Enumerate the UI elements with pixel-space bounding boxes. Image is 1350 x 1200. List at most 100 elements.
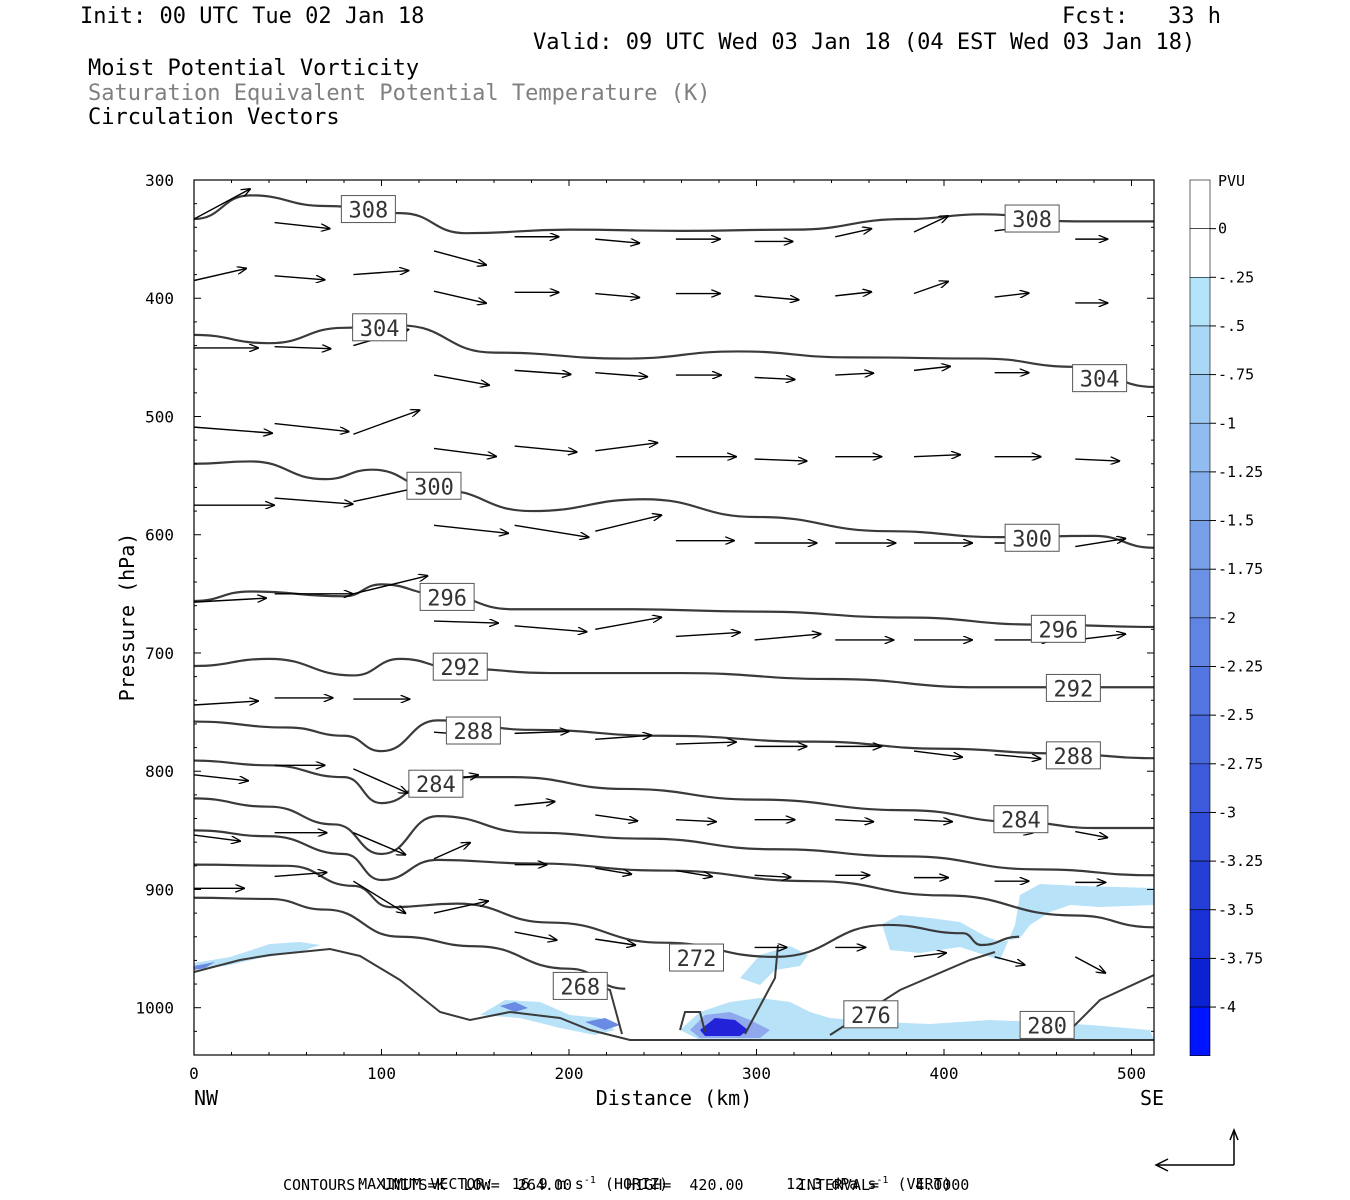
isentrope-276 bbox=[194, 829, 1154, 929]
contour-label-box bbox=[1004, 523, 1060, 552]
contour-label-304: 304 bbox=[360, 317, 400, 342]
contour-segment-3 bbox=[679, 1011, 706, 1033]
isentrope-272 bbox=[194, 863, 1020, 958]
circulation-vector bbox=[913, 366, 950, 370]
pv-shade-se-upper bbox=[882, 884, 1154, 960]
colorbar-level-label: -.5 bbox=[1218, 317, 1245, 335]
colorbar-swatch bbox=[1189, 228, 1211, 278]
contour-label-300: 300 bbox=[414, 475, 454, 500]
circulation-vector bbox=[913, 455, 960, 457]
circulation-vector bbox=[353, 576, 427, 595]
circulation-vector bbox=[675, 869, 712, 877]
circulation-vector bbox=[433, 447, 496, 456]
colorbar-swatch bbox=[1189, 568, 1211, 619]
colorbar-swatch bbox=[1189, 422, 1211, 473]
circulation-vector bbox=[754, 634, 821, 641]
circulation-vector bbox=[274, 347, 331, 349]
contour-label-box bbox=[432, 652, 488, 681]
y-tick-label: 600 bbox=[145, 526, 174, 545]
colorbar-level-label: -1.75 bbox=[1218, 560, 1263, 578]
contour-label-box bbox=[1045, 741, 1101, 770]
circulation-vector bbox=[1075, 539, 1125, 548]
contour-label-296: 296 bbox=[427, 586, 467, 611]
contour-label-288: 288 bbox=[1054, 745, 1094, 770]
colorbar-swatch bbox=[1189, 763, 1211, 813]
contour-label-296: 296 bbox=[1039, 618, 1079, 643]
circulation-vector bbox=[1074, 956, 1105, 973]
circulation-vector bbox=[595, 294, 639, 298]
colorbar-swatch bbox=[1189, 374, 1211, 424]
circulation-vector bbox=[595, 938, 635, 945]
colorbar-level-label: -3.5 bbox=[1218, 901, 1254, 919]
max-vector-horiz: MAXIMUM VECTOR: 16.9 m s bbox=[358, 1175, 584, 1193]
circulation-vector bbox=[754, 377, 795, 379]
contour-label-284: 284 bbox=[416, 773, 456, 798]
circulation-vector bbox=[433, 250, 486, 265]
circulation-vector bbox=[595, 617, 661, 631]
max-vector-vert-exp: -1 bbox=[876, 1175, 889, 1186]
isentrope-268 bbox=[194, 896, 626, 990]
contour-label-box bbox=[1030, 614, 1086, 643]
valid-time: Valid: 09 UTC Wed 03 Jan 18 (04 EST Wed … bbox=[533, 30, 1196, 55]
colorbar-swatch bbox=[1189, 812, 1211, 862]
circulation-vector bbox=[514, 445, 577, 452]
circulation-vector bbox=[913, 216, 948, 233]
x-tick-label: 200 bbox=[555, 1064, 584, 1083]
max-vector-horiz-exp: -1 bbox=[583, 1175, 596, 1186]
contour-label-box bbox=[406, 471, 462, 500]
circulation-vector bbox=[353, 832, 405, 855]
circulation-vector bbox=[433, 374, 489, 385]
contour-label-box bbox=[1004, 204, 1060, 233]
colorbar-swatch bbox=[1189, 471, 1211, 521]
isentrope-292 bbox=[194, 657, 1154, 689]
contour-segment-1 bbox=[194, 947, 1154, 1041]
colorbar-level-label: -1.5 bbox=[1218, 512, 1254, 530]
circulation-vector bbox=[514, 369, 571, 374]
colorbar-swatch bbox=[1189, 666, 1211, 716]
contour-label-box bbox=[1045, 673, 1101, 702]
contour-label-box bbox=[340, 195, 396, 224]
colorbar-swatch bbox=[1189, 520, 1211, 570]
colorbar-level-label: -2.5 bbox=[1218, 706, 1254, 724]
colorbar-level-label: -1 bbox=[1218, 414, 1236, 432]
colorbar-swatch bbox=[1189, 909, 1211, 959]
pv-colorbar: 0 -.25 -.5 -.75 -1 -1.25 -1.5 -1.75 -2 -2.25 -2.5 -… bbox=[1189, 179, 1263, 1056]
circulation-vector bbox=[675, 820, 716, 822]
pv-shade-left-dark bbox=[194, 962, 215, 970]
circulation-vector bbox=[514, 731, 569, 733]
pv-shade-small-2 bbox=[585, 1018, 620, 1030]
contour-label-box bbox=[1072, 364, 1128, 393]
field-title-vectors: Circulation Vectors bbox=[88, 105, 340, 130]
isentrope-304 bbox=[194, 324, 1154, 389]
circulation-vectors bbox=[194, 189, 1125, 973]
contour-label-276: 276 bbox=[851, 1004, 891, 1029]
circulation-vector bbox=[994, 755, 1041, 759]
colorbar-level-label: -3.25 bbox=[1218, 852, 1263, 870]
circulation-vector bbox=[194, 426, 272, 433]
circulation-vector bbox=[754, 459, 807, 461]
circulation-vector bbox=[274, 276, 325, 280]
circulation-vector bbox=[433, 901, 488, 914]
colorbar-swatch bbox=[1189, 179, 1211, 229]
circulation-vector bbox=[595, 372, 647, 377]
colorbar-swatch bbox=[1189, 276, 1211, 327]
contour-label-280: 280 bbox=[1027, 1014, 1067, 1039]
reference-vector-icon bbox=[1154, 1127, 1239, 1172]
contour-label-268: 268 bbox=[560, 975, 600, 1000]
circulation-vector bbox=[595, 867, 631, 874]
pv-shade-small bbox=[500, 1002, 528, 1012]
circulation-vector bbox=[274, 497, 353, 504]
circulation-vector bbox=[913, 750, 962, 757]
isentrope-296 bbox=[194, 583, 1154, 629]
circulation-vector bbox=[675, 632, 740, 638]
y-tick-label: 900 bbox=[145, 880, 174, 899]
isentrope-288 bbox=[194, 719, 1154, 760]
contour-label-box bbox=[669, 943, 724, 972]
isentrope-308 bbox=[194, 194, 1154, 235]
max-vector-vert-unit: (VERT) bbox=[888, 1175, 952, 1193]
pv-shade-left bbox=[194, 942, 320, 970]
contour-label-box bbox=[843, 1000, 899, 1029]
circulation-vector bbox=[194, 269, 246, 282]
colorbar-level-label: -.75 bbox=[1218, 366, 1254, 384]
circulation-vector bbox=[595, 443, 657, 452]
